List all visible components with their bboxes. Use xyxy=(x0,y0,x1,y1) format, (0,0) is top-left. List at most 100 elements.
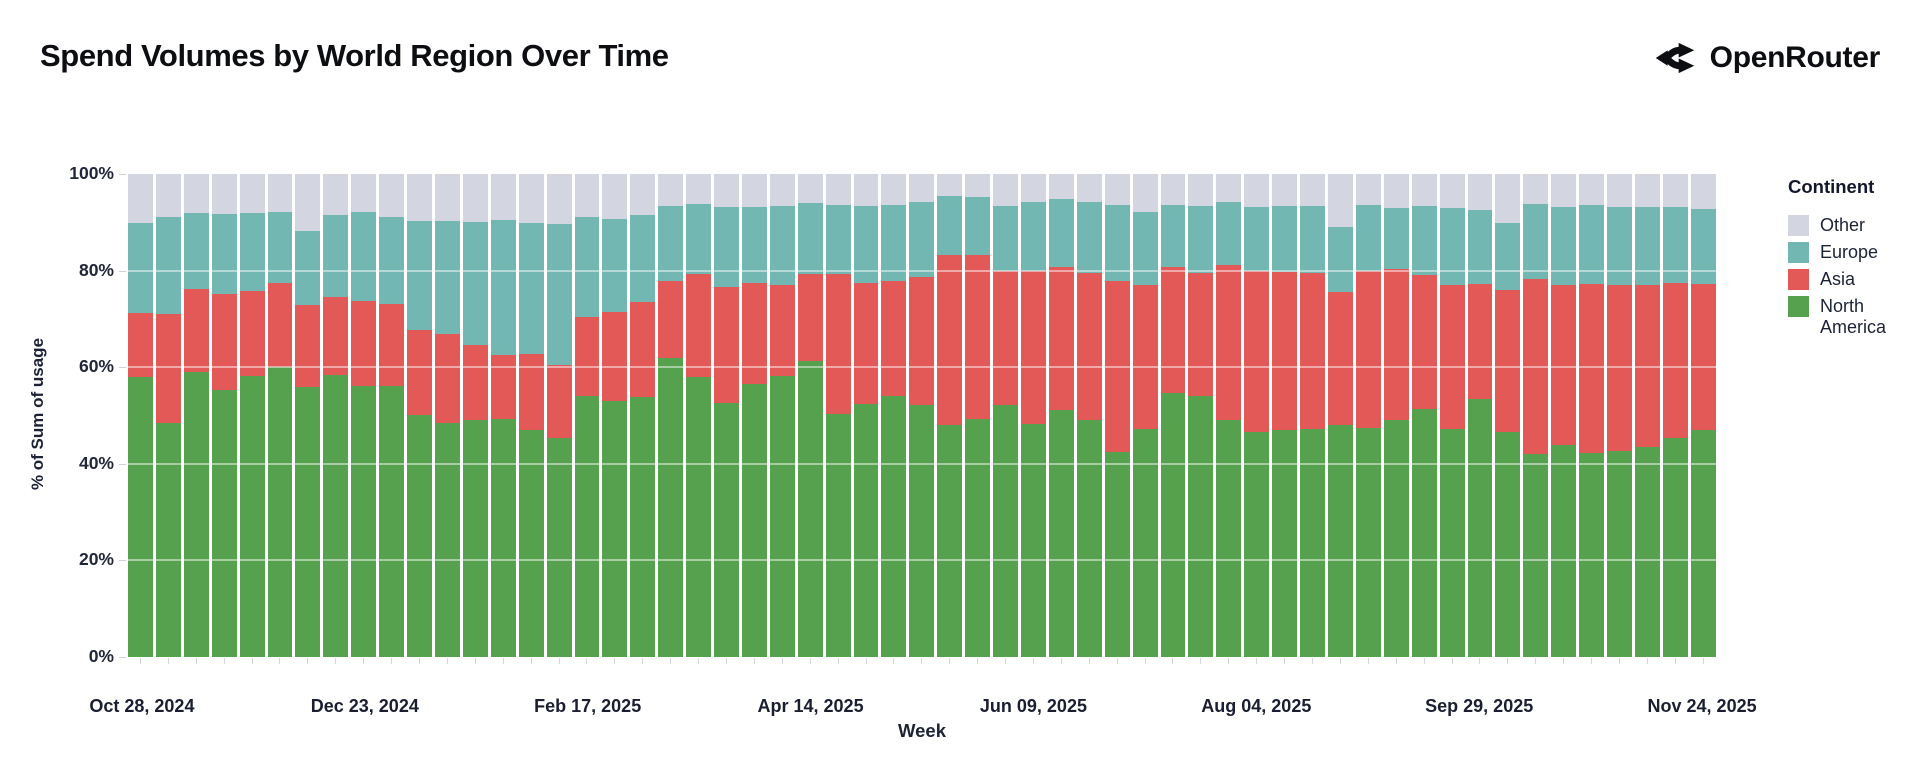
bar-segment-other[interactable] xyxy=(1048,174,1074,199)
bar-segment-other[interactable] xyxy=(462,174,488,223)
bar-segment-north-america[interactable] xyxy=(1104,452,1130,657)
bar-segment-europe[interactable] xyxy=(211,214,237,294)
bar-segment-north-america[interactable] xyxy=(1076,419,1102,657)
bar-segment-north-america[interactable] xyxy=(267,366,293,657)
bar-segment-other[interactable] xyxy=(239,174,265,214)
bar-segment-other[interactable] xyxy=(937,174,963,197)
bar-segment-north-america[interactable] xyxy=(1327,425,1353,657)
legend-item-europe[interactable]: Europe xyxy=(1788,242,1913,263)
bar-segment-europe[interactable] xyxy=(965,197,991,256)
bar-segment-other[interactable] xyxy=(323,174,349,215)
bar-segment-asia[interactable] xyxy=(1048,267,1074,410)
bar-segment-north-america[interactable] xyxy=(1244,432,1270,657)
bar-segment-asia[interactable] xyxy=(407,330,432,416)
bar-segment-europe[interactable] xyxy=(1216,202,1242,265)
bar-segment-europe[interactable] xyxy=(323,214,349,297)
bar-segment-north-america[interactable] xyxy=(881,396,907,657)
bar-segment-asia[interactable] xyxy=(769,284,795,377)
bar-segment-other[interactable] xyxy=(128,174,153,224)
bar-segment-asia[interactable] xyxy=(630,301,656,398)
bar-segment-other[interactable] xyxy=(1662,174,1688,208)
bar-segment-europe[interactable] xyxy=(574,216,600,318)
bar-segment-other[interactable] xyxy=(351,174,377,213)
bar-segment-other[interactable] xyxy=(1076,174,1102,202)
bar-segment-north-america[interactable] xyxy=(1160,392,1186,657)
bar-segment-europe[interactable] xyxy=(1300,206,1325,274)
bar-segment-north-america[interactable] xyxy=(546,438,572,657)
bar-segment-europe[interactable] xyxy=(1132,212,1158,285)
bar-segment-asia[interactable] xyxy=(546,365,572,439)
bar-segment-asia[interactable] xyxy=(825,273,851,415)
bar-segment-north-america[interactable] xyxy=(993,405,1018,657)
bar-segment-north-america[interactable] xyxy=(407,415,432,657)
bar-segment-asia[interactable] xyxy=(1634,285,1660,447)
bar-segment-north-america[interactable] xyxy=(239,376,265,657)
bar-segment-europe[interactable] xyxy=(183,213,209,289)
bar-segment-north-america[interactable] xyxy=(323,375,349,657)
bar-segment-europe[interactable] xyxy=(1272,206,1298,272)
bar-segment-asia[interactable] xyxy=(462,345,488,421)
bar-segment-europe[interactable] xyxy=(881,205,907,281)
bar-segment-asia[interactable] xyxy=(937,255,963,425)
bar-segment-asia[interactable] xyxy=(518,354,544,430)
bar-segment-north-america[interactable] xyxy=(1662,437,1688,657)
bar-segment-north-america[interactable] xyxy=(1411,408,1437,657)
bar-segment-north-america[interactable] xyxy=(1216,419,1242,657)
bar-segment-north-america[interactable] xyxy=(1439,428,1465,657)
bar-segment-asia[interactable] xyxy=(1579,283,1605,453)
bar-segment-other[interactable] xyxy=(769,174,795,207)
bar-segment-other[interactable] xyxy=(1160,174,1186,205)
bar-segment-other[interactable] xyxy=(1188,174,1214,207)
bar-segment-other[interactable] xyxy=(490,174,516,220)
legend-item-north-america[interactable]: North America xyxy=(1788,296,1913,338)
bar-segment-other[interactable] xyxy=(1411,174,1437,207)
bar-segment-asia[interactable] xyxy=(602,312,628,402)
bar-segment-north-america[interactable] xyxy=(602,401,628,657)
bar-segment-europe[interactable] xyxy=(1439,207,1465,285)
bar-segment-europe[interactable] xyxy=(1551,206,1577,286)
bar-segment-north-america[interactable] xyxy=(965,418,991,657)
bar-segment-other[interactable] xyxy=(686,174,712,204)
bar-segment-europe[interactable] xyxy=(1048,198,1074,268)
bar-segment-asia[interactable] xyxy=(267,283,293,367)
bar-segment-asia[interactable] xyxy=(1272,271,1298,430)
bar-segment-asia[interactable] xyxy=(351,300,377,386)
bar-segment-europe[interactable] xyxy=(993,206,1018,271)
bar-segment-asia[interactable] xyxy=(881,280,907,397)
bar-segment-europe[interactable] xyxy=(714,207,739,288)
bar-segment-north-america[interactable] xyxy=(1607,451,1632,657)
bar-segment-north-america[interactable] xyxy=(1551,444,1577,657)
bar-segment-other[interactable] xyxy=(1104,174,1130,205)
bar-segment-asia[interactable] xyxy=(853,283,879,404)
bar-segment-asia[interactable] xyxy=(239,291,265,377)
bar-segment-asia[interactable] xyxy=(155,314,181,423)
bar-segment-asia[interactable] xyxy=(1132,284,1158,430)
bar-segment-europe[interactable] xyxy=(1495,222,1521,291)
bar-segment-north-america[interactable] xyxy=(630,397,656,657)
bar-segment-north-america[interactable] xyxy=(1495,431,1521,657)
bar-segment-north-america[interactable] xyxy=(686,377,712,657)
bar-segment-europe[interactable] xyxy=(1160,204,1186,268)
bar-segment-asia[interactable] xyxy=(1662,283,1688,438)
bar-segment-europe[interactable] xyxy=(741,207,767,284)
bar-segment-north-america[interactable] xyxy=(1383,420,1409,657)
bar-segment-other[interactable] xyxy=(714,174,739,208)
bar-segment-other[interactable] xyxy=(1439,174,1465,208)
bar-segment-other[interactable] xyxy=(881,174,907,206)
bar-segment-europe[interactable] xyxy=(1327,227,1353,292)
bar-segment-asia[interactable] xyxy=(797,273,823,361)
bar-segment-other[interactable] xyxy=(853,174,879,207)
bar-segment-other[interactable] xyxy=(658,174,684,207)
bar-segment-europe[interactable] xyxy=(1607,207,1632,286)
bar-segment-other[interactable] xyxy=(797,174,823,203)
bar-segment-europe[interactable] xyxy=(239,213,265,292)
bar-segment-europe[interactable] xyxy=(686,203,712,274)
bar-segment-europe[interactable] xyxy=(909,202,935,278)
bar-segment-north-america[interactable] xyxy=(1523,453,1549,657)
bar-segment-asia[interactable] xyxy=(1188,272,1214,397)
bar-segment-asia[interactable] xyxy=(741,283,767,385)
bar-segment-north-america[interactable] xyxy=(434,423,460,657)
bar-segment-asia[interactable] xyxy=(993,270,1018,406)
bar-segment-europe[interactable] xyxy=(546,224,572,366)
bar-segment-europe[interactable] xyxy=(937,196,963,256)
